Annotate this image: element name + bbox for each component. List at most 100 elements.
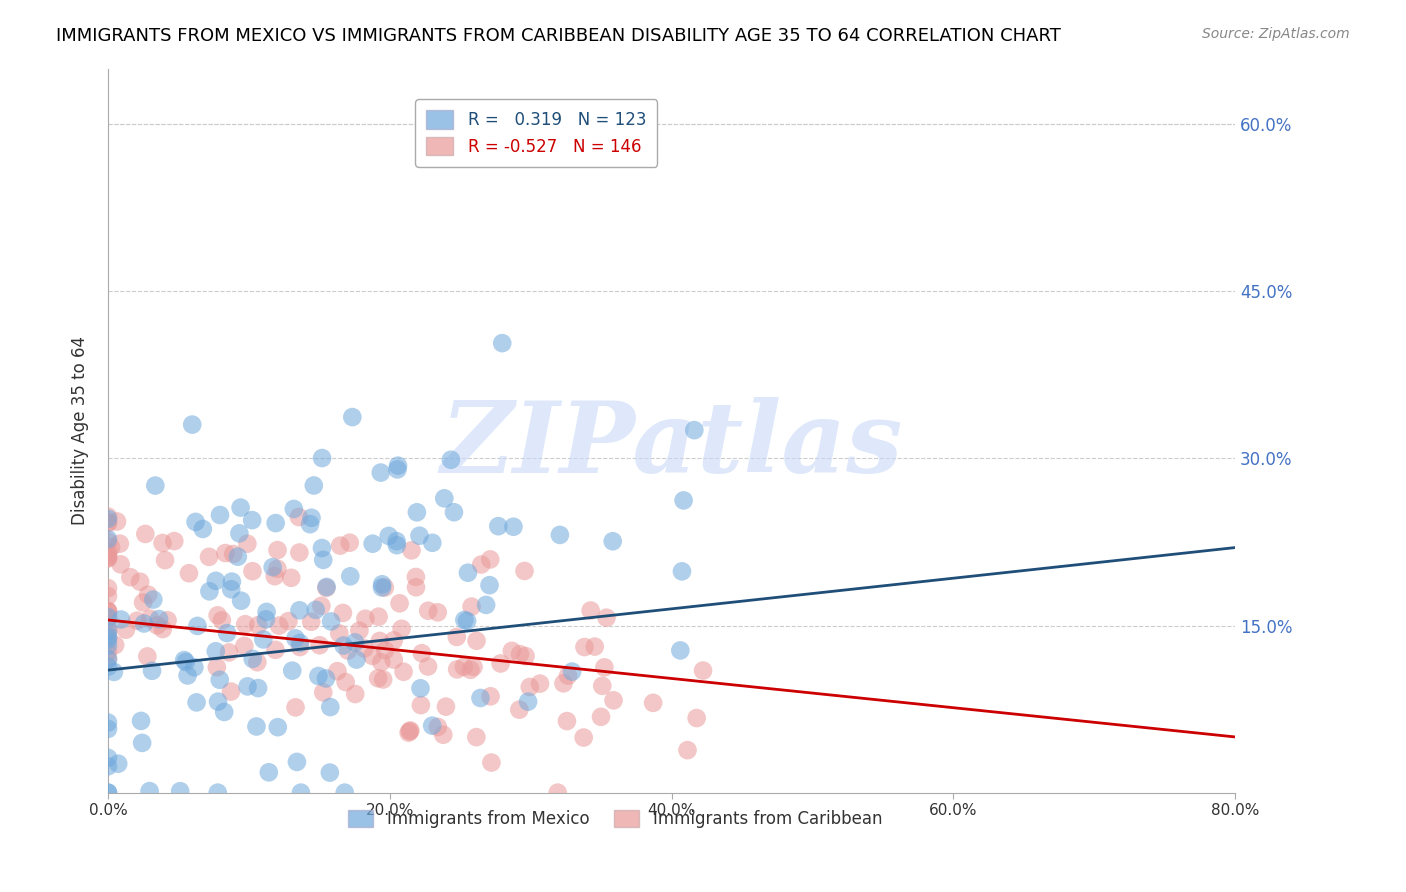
- Immigrants from Mexico: [207, 786, 229, 800]
- Immigrants from Mexico: [288, 603, 311, 617]
- Immigrants from Mexico: [440, 452, 463, 467]
- Immigrants from Caribbean: [434, 699, 457, 714]
- Immigrants from Caribbean: [676, 743, 699, 757]
- Immigrants from Caribbean: [685, 711, 707, 725]
- Immigrants from Caribbean: [288, 545, 311, 559]
- Immigrants from Caribbean: [97, 551, 120, 566]
- Immigrants from Mexico: [420, 719, 443, 733]
- Immigrants from Caribbean: [105, 515, 128, 529]
- Immigrants from Caribbean: [97, 516, 120, 531]
- Immigrants from Mexico: [242, 652, 264, 666]
- Immigrants from Mexico: [491, 336, 513, 351]
- Immigrants from Caribbean: [595, 610, 617, 624]
- Immigrants from Mexico: [281, 664, 304, 678]
- Immigrants from Caribbean: [446, 662, 468, 676]
- Immigrants from Caribbean: [97, 515, 120, 529]
- Immigrants from Mexico: [672, 493, 695, 508]
- Immigrants from Mexico: [131, 736, 153, 750]
- Immigrants from Caribbean: [405, 580, 427, 594]
- Immigrants from Caribbean: [214, 546, 236, 560]
- Legend: Immigrants from Mexico, Immigrants from Caribbean: Immigrants from Mexico, Immigrants from …: [342, 804, 889, 835]
- Immigrants from Caribbean: [547, 786, 569, 800]
- Immigrants from Caribbean: [373, 673, 395, 687]
- Immigrants from Caribbean: [411, 646, 433, 660]
- Immigrants from Caribbean: [519, 680, 541, 694]
- Immigrants from Caribbean: [391, 622, 413, 636]
- Immigrants from Caribbean: [263, 569, 285, 583]
- Y-axis label: Disability Age 35 to 64: Disability Age 35 to 64: [72, 336, 89, 525]
- Immigrants from Mexico: [517, 695, 540, 709]
- Immigrants from Caribbean: [218, 645, 240, 659]
- Immigrants from Caribbean: [219, 684, 242, 698]
- Immigrants from Mexico: [370, 466, 392, 480]
- Immigrants from Mexico: [288, 636, 311, 650]
- Immigrants from Caribbean: [207, 608, 229, 623]
- Immigrants from Caribbean: [339, 535, 361, 549]
- Immigrants from Mexico: [198, 584, 221, 599]
- Immigrants from Caribbean: [153, 553, 176, 567]
- Immigrants from Mexico: [181, 417, 204, 432]
- Immigrants from Caribbean: [326, 664, 349, 678]
- Immigrants from Caribbean: [97, 645, 120, 659]
- Immigrants from Mexico: [256, 605, 278, 619]
- Immigrants from Mexico: [311, 451, 333, 466]
- Immigrants from Caribbean: [236, 537, 259, 551]
- Immigrants from Caribbean: [453, 659, 475, 673]
- Immigrants from Caribbean: [177, 566, 200, 581]
- Immigrants from Mexico: [377, 529, 399, 543]
- Immigrants from Caribbean: [329, 539, 352, 553]
- Immigrants from Caribbean: [132, 595, 155, 609]
- Immigrants from Mexico: [669, 643, 692, 657]
- Immigrants from Caribbean: [591, 679, 613, 693]
- Immigrants from Mexico: [221, 574, 243, 589]
- Immigrants from Mexico: [215, 626, 238, 640]
- Immigrants from Mexico: [302, 478, 325, 492]
- Immigrants from Caribbean: [328, 626, 350, 640]
- Immigrants from Mexico: [346, 652, 368, 666]
- Immigrants from Mexico: [186, 619, 208, 633]
- Immigrants from Caribbean: [368, 634, 391, 648]
- Immigrants from Caribbean: [136, 649, 159, 664]
- Immigrants from Caribbean: [463, 660, 485, 674]
- Immigrants from Caribbean: [284, 700, 307, 714]
- Immigrants from Mexico: [343, 635, 366, 649]
- Immigrants from Mexico: [169, 784, 191, 798]
- Immigrants from Caribbean: [593, 660, 616, 674]
- Immigrants from Mexico: [107, 756, 129, 771]
- Immigrants from Caribbean: [280, 571, 302, 585]
- Immigrants from Caribbean: [97, 550, 120, 565]
- Immigrants from Caribbean: [233, 617, 256, 632]
- Immigrants from Caribbean: [152, 536, 174, 550]
- Immigrants from Caribbean: [382, 652, 405, 666]
- Immigrants from Caribbean: [97, 652, 120, 666]
- Immigrants from Mexico: [110, 613, 132, 627]
- Text: ZIPatlas: ZIPatlas: [440, 397, 903, 493]
- Immigrants from Mexico: [561, 665, 583, 679]
- Immigrants from Caribbean: [97, 509, 120, 524]
- Immigrants from Mexico: [97, 512, 120, 526]
- Immigrants from Mexico: [103, 665, 125, 679]
- Immigrants from Caribbean: [247, 618, 270, 632]
- Immigrants from Caribbean: [509, 647, 531, 661]
- Immigrants from Caribbean: [264, 643, 287, 657]
- Immigrants from Caribbean: [367, 671, 389, 685]
- Immigrants from Caribbean: [233, 639, 256, 653]
- Immigrants from Caribbean: [97, 534, 120, 549]
- Immigrants from Caribbean: [405, 570, 427, 584]
- Immigrants from Caribbean: [353, 641, 375, 656]
- Immigrants from Caribbean: [246, 655, 269, 669]
- Immigrants from Caribbean: [332, 606, 354, 620]
- Immigrants from Caribbean: [311, 599, 333, 613]
- Immigrants from Caribbean: [336, 643, 359, 657]
- Immigrants from Mexico: [342, 410, 364, 425]
- Immigrants from Mexico: [236, 679, 259, 693]
- Immigrants from Mexico: [262, 560, 284, 574]
- Immigrants from Mexico: [219, 582, 242, 597]
- Immigrants from Caribbean: [574, 640, 596, 654]
- Immigrants from Mexico: [97, 630, 120, 644]
- Immigrants from Caribbean: [97, 548, 120, 562]
- Immigrants from Caribbean: [97, 604, 120, 618]
- Immigrants from Mexico: [284, 632, 307, 646]
- Immigrants from Caribbean: [266, 543, 288, 558]
- Immigrants from Caribbean: [465, 730, 488, 744]
